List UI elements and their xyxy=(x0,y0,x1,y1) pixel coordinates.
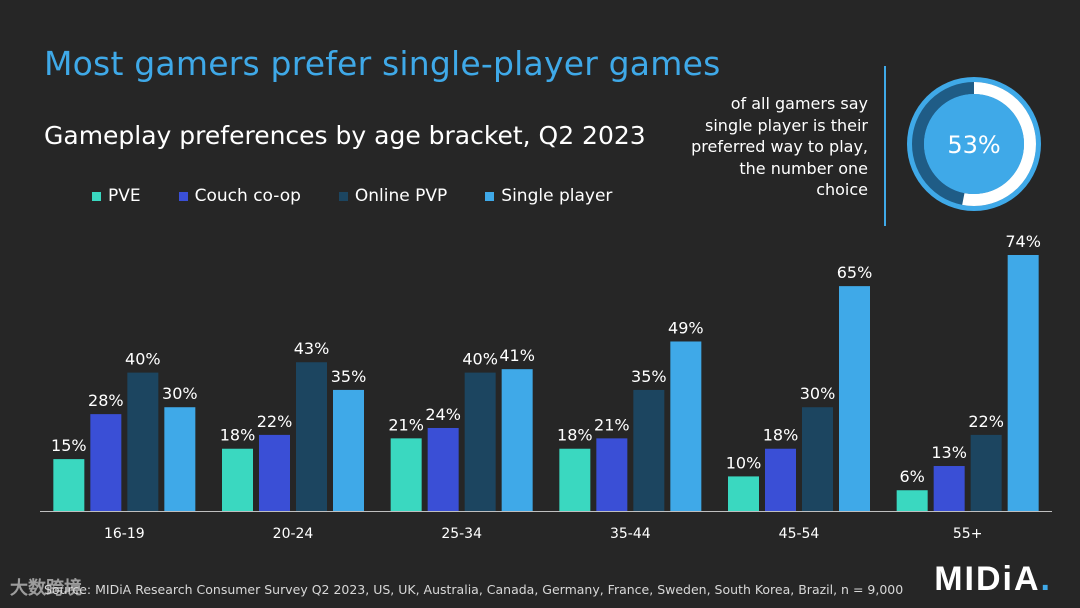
donut-progress-arc xyxy=(912,82,1036,206)
x-tick-label-55+: 55+ xyxy=(953,526,983,542)
bar-45-54-single-player xyxy=(839,286,870,511)
legend-item-couch-coop: Couch co-op xyxy=(178,186,301,206)
donut-value-label: 53% xyxy=(947,131,1000,159)
data-label-45-54-single-player: 65% xyxy=(837,263,873,282)
bar-55+-couch-co-op xyxy=(933,466,965,511)
data-label-55+-single-player: 74% xyxy=(1005,232,1041,251)
bar-45-54-online-pvp xyxy=(802,407,833,511)
data-label-25-34-online-pvp: 40% xyxy=(462,350,498,369)
data-label-45-54-pve: 10% xyxy=(726,453,762,472)
legend-label-single-player: Single player xyxy=(501,186,613,206)
midia-logo: MIDiA. xyxy=(934,560,1052,599)
watermark: 大数跨境 xyxy=(10,578,82,599)
logo-dot: . xyxy=(1040,560,1052,598)
legend-swatch-online-pvp xyxy=(338,191,348,201)
data-label-45-54-online-pvp: 30% xyxy=(800,384,836,403)
bar-chart: 15%28%40%30%16-1918%22%43%35%20-2421%24%… xyxy=(40,232,1052,542)
data-label-35-44-online-pvp: 35% xyxy=(631,367,667,386)
callout-line-3: preferred way to play, xyxy=(691,137,868,156)
legend-item-pve: PVE xyxy=(92,186,141,206)
x-tick-label-25-34: 25-34 xyxy=(441,526,482,542)
chart-subtitle: Gameplay preferences by age bracket, Q2 … xyxy=(44,121,646,150)
bar-25-34-online-pvp xyxy=(464,372,496,511)
bar-35-44-pve xyxy=(559,448,591,511)
legend-swatch-single-player xyxy=(485,191,495,201)
bar-35-44-single-player xyxy=(670,341,702,511)
data-label-25-34-single-player: 41% xyxy=(499,346,535,365)
bar-20-24-pve xyxy=(222,448,253,511)
data-label-25-34-pve: 21% xyxy=(388,415,424,434)
legend-item-single-player: Single player xyxy=(485,186,612,206)
data-label-55+-pve: 6% xyxy=(899,467,924,486)
callout-line-2: single player is their xyxy=(705,115,868,135)
legend-label-couch-coop: Couch co-op xyxy=(194,186,301,206)
data-label-45-54-couch-co-op: 18% xyxy=(763,426,799,445)
data-label-25-34-couch-co-op: 24% xyxy=(425,405,461,424)
data-label-16-19-single-player: 30% xyxy=(162,384,198,403)
bar-45-54-pve xyxy=(728,476,759,511)
data-label-55+-online-pvp: 22% xyxy=(968,412,1004,431)
callout-divider xyxy=(884,66,886,226)
data-label-35-44-pve: 18% xyxy=(557,426,593,445)
legend-swatch-pve xyxy=(92,191,101,201)
x-tick-label-16-19: 16-19 xyxy=(104,526,145,542)
callout-line-5: choice xyxy=(816,180,868,199)
donut-center xyxy=(924,94,1024,194)
data-label-55+-couch-co-op: 13% xyxy=(931,443,967,462)
bar-55+-single-player xyxy=(1007,255,1039,511)
logo-text: MIDiA xyxy=(934,560,1041,598)
bar-16-19-online-pvp xyxy=(127,372,159,511)
callout-line-1: of all gamers say xyxy=(730,94,868,113)
bar-20-24-single-player xyxy=(333,389,364,511)
data-label-20-24-couch-co-op: 22% xyxy=(257,412,293,431)
bar-20-24-online-pvp xyxy=(296,362,327,511)
callout-text: of all gamers say single player is their… xyxy=(648,93,868,201)
bar-35-44-online-pvp xyxy=(633,389,665,511)
x-tick-label-45-54: 45-54 xyxy=(779,526,820,542)
donut-gauge: 53% xyxy=(907,77,1041,211)
data-label-35-44-couch-co-op: 21% xyxy=(594,415,630,434)
x-tick-label-20-24: 20-24 xyxy=(273,526,314,542)
bar-25-34-single-player xyxy=(501,369,533,511)
bar-55+-online-pvp xyxy=(970,434,1002,511)
bar-16-19-single-player xyxy=(164,407,196,511)
bar-16-19-couch-co-op xyxy=(90,414,122,511)
legend-swatch-couch-coop xyxy=(178,191,188,201)
source-note: Source: MIDiA Research Consumer Survey Q… xyxy=(44,582,904,597)
data-label-20-24-online-pvp: 43% xyxy=(294,339,330,358)
data-label-20-24-single-player: 35% xyxy=(331,367,367,386)
data-label-16-19-pve: 15% xyxy=(51,436,87,455)
data-label-20-24-pve: 18% xyxy=(220,426,256,445)
legend-label-online-pvp: Online PVP xyxy=(354,186,448,206)
bar-35-44-couch-co-op xyxy=(596,438,628,511)
page-title: Most gamers prefer single-player games xyxy=(44,44,721,83)
legend-label-pve: PVE xyxy=(108,186,141,206)
bar-45-54-couch-co-op xyxy=(765,448,796,511)
data-label-16-19-couch-co-op: 28% xyxy=(88,391,124,410)
data-label-35-44-single-player: 49% xyxy=(668,318,704,337)
bar-25-34-couch-co-op xyxy=(427,427,459,511)
data-label-16-19-online-pvp: 40% xyxy=(125,350,161,369)
legend: PVE Couch co-op Online PVP Single player xyxy=(92,186,612,206)
bar-16-19-pve xyxy=(53,459,85,511)
callout-line-4: the number one xyxy=(739,158,868,178)
bar-20-24-couch-co-op xyxy=(259,434,290,511)
x-tick-label-35-44: 35-44 xyxy=(610,526,651,542)
legend-item-online-pvp: Online PVP xyxy=(338,186,448,206)
bar-25-34-pve xyxy=(390,438,422,511)
bar-55+-pve xyxy=(896,490,928,511)
